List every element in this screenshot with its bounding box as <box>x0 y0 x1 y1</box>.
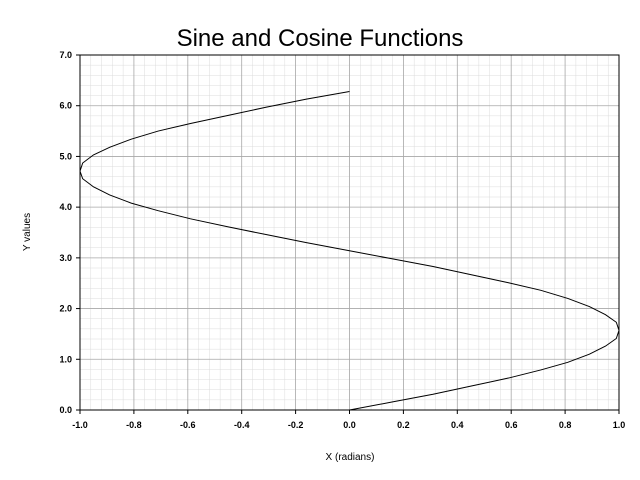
y-tick-label: 1.0 <box>59 354 72 364</box>
y-tick-label: 0.0 <box>59 405 72 415</box>
x-tick-label: -1.0 <box>72 420 88 430</box>
major-grid <box>79 54 620 411</box>
x-axis-label: X (radians) <box>326 452 375 463</box>
x-tick-label: -0.4 <box>234 420 250 430</box>
y-tick-label: 5.0 <box>59 151 72 161</box>
series-group <box>79 91 620 411</box>
x-tick-label: 0.4 <box>451 420 464 430</box>
x-tick-label: 0.0 <box>343 420 356 430</box>
x-axis-ticks: -1.0 -0.8 -0.6 -0.4 -0.2 0.0 0.2 0.4 0.6 0.8 1.0 <box>72 410 625 430</box>
series-line <box>79 91 620 411</box>
x-tick-label: 0.8 <box>559 420 572 430</box>
x-tick-label: 0.6 <box>505 420 518 430</box>
y-axis-ticks: 0.0 1.0 2.0 3.0 4.0 5.0 6.0 7.0 <box>59 50 80 415</box>
y-tick-label: 4.0 <box>59 202 72 212</box>
x-tick-label: 1.0 <box>613 420 626 430</box>
x-tick-label: -0.6 <box>180 420 196 430</box>
y-tick-label: 2.0 <box>59 304 72 314</box>
x-tick-label: -0.2 <box>288 420 304 430</box>
x-tick-label: -0.8 <box>126 420 142 430</box>
y-tick-label: 3.0 <box>59 253 72 263</box>
y-axis-label: Y values <box>22 213 33 251</box>
chart-title: Sine and Cosine Functions <box>177 25 464 52</box>
y-tick-label: 6.0 <box>59 101 72 111</box>
y-tick-label: 7.0 <box>59 50 72 60</box>
x-tick-label: 0.2 <box>397 420 410 430</box>
